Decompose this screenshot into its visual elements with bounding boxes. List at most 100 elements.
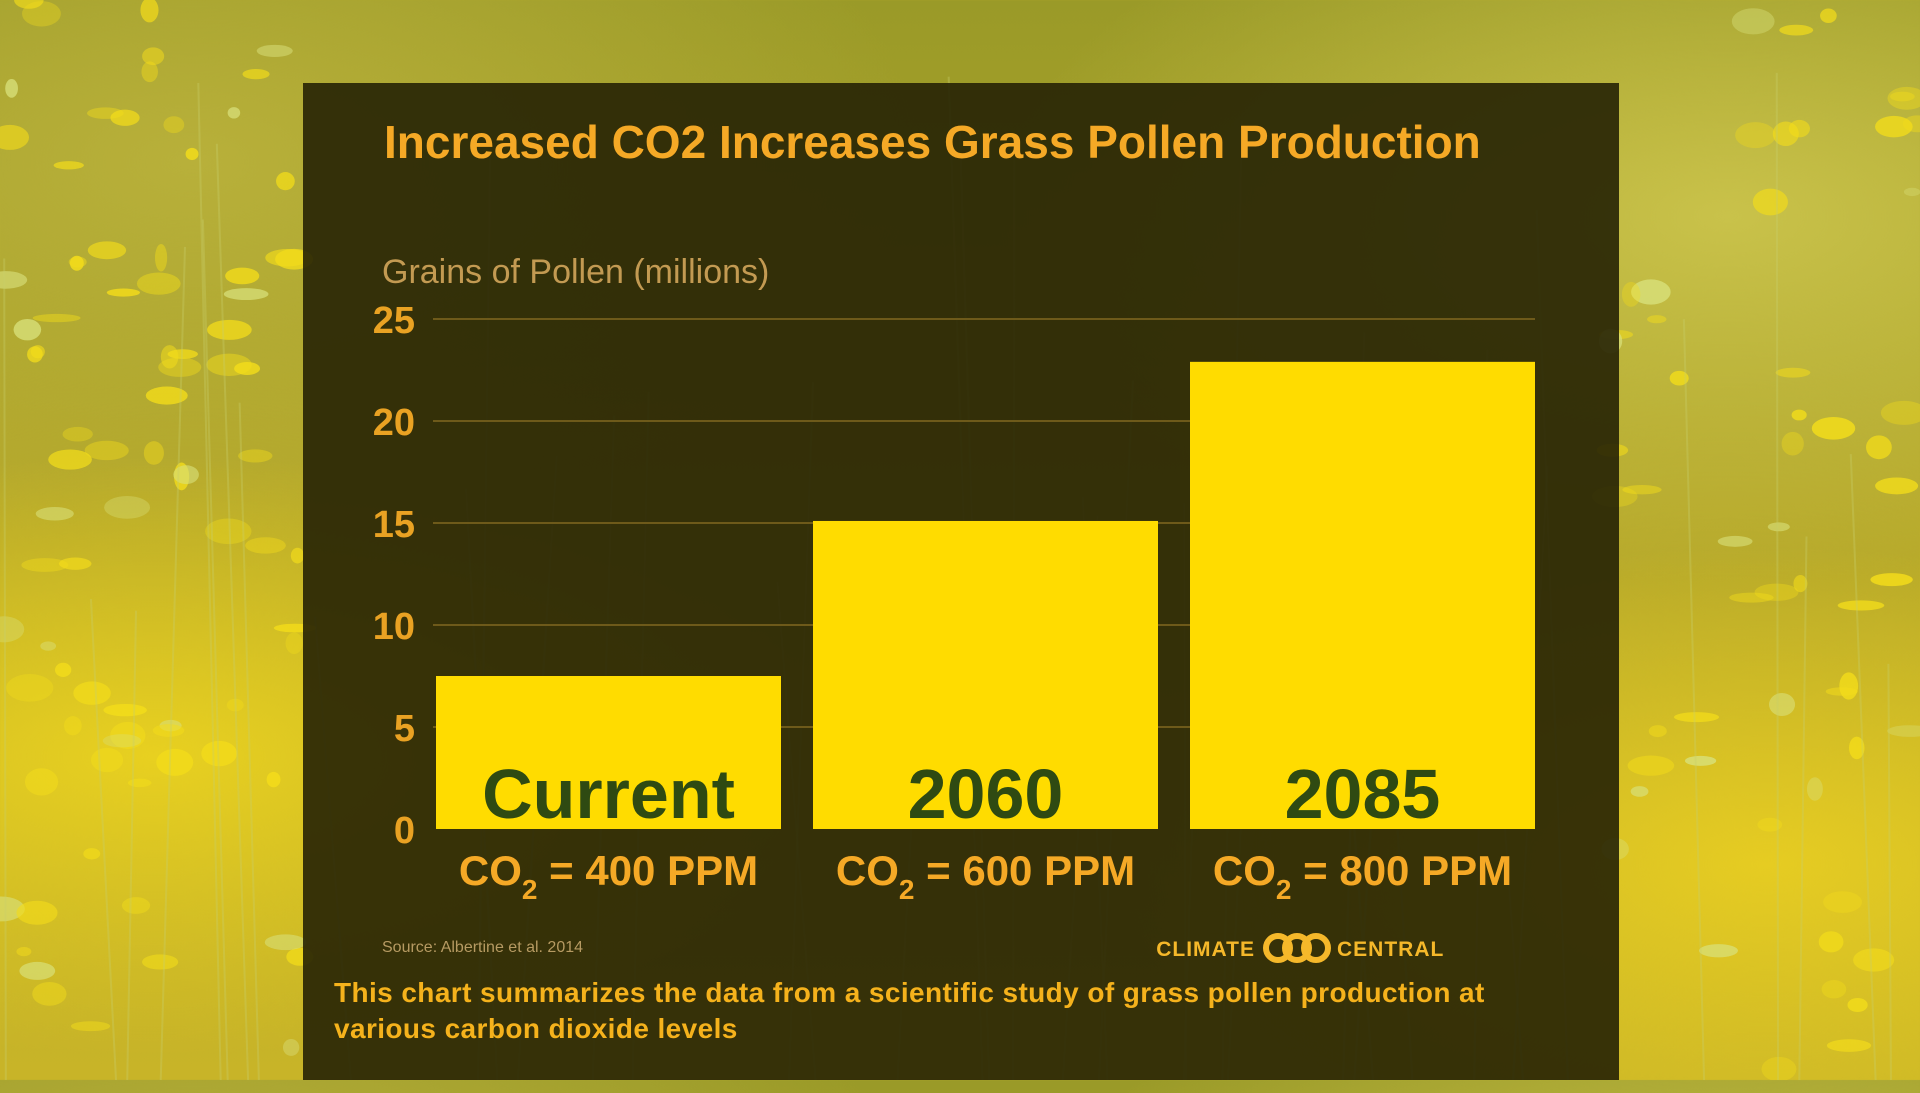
flower-blob [142,954,179,970]
flower-blob [1837,600,1885,611]
flower-blob [1673,712,1720,723]
climate-central-logo: CLIMATE CENTRAL [1156,933,1444,963]
y-tick-label: 5 [394,708,415,750]
flower-blob [225,267,260,285]
flower-blob [32,981,67,1006]
flower-blob [62,426,93,442]
flower-blob [110,721,146,749]
flower-blob [1699,944,1738,958]
flower-blob [87,107,124,119]
bar [813,520,1158,829]
flower-blob [1875,115,1913,138]
flower-blob [70,1021,111,1032]
grass-stem [1849,454,1877,1080]
flower-blob [21,558,69,572]
flower-blob [1839,672,1859,700]
flower-blob [1779,24,1814,36]
flower-blob [1684,755,1717,766]
y-tick-label: 15 [373,504,415,546]
flower-blob [136,272,181,295]
flower-blob [69,255,84,271]
category-labels: Current 2060 2085 [482,755,1440,833]
flower-blob [90,747,124,773]
flower-blob [35,507,74,521]
logo-text-right: CENTRAL [1337,938,1444,961]
flower-blob [1781,431,1804,456]
flower-blob [163,116,185,134]
co2-label: CO2 = 600 PPM [836,847,1135,905]
flower-blob [1890,91,1915,102]
flower-blob [13,318,42,341]
flower-blob [1875,477,1919,495]
grass-stem [201,219,229,1080]
grass-stem [89,598,118,1080]
flower-blob [1811,417,1856,440]
y-tick-label: 20 [373,402,415,444]
grass-stem [126,610,138,1080]
flower-blob [73,681,111,705]
grass-stem [1887,663,1892,1080]
flower-blob [1622,485,1662,495]
flower-blob [19,961,56,980]
flower-blob [226,698,244,712]
source-note: Source: Albertine et al. 2014 [382,939,583,956]
flower-blob [1793,574,1808,593]
flower-blob [121,897,151,914]
flower-blob [1717,535,1753,547]
caption-text: This chart summarizes the data from a sc… [334,977,1485,1044]
flower-blob [173,465,199,485]
flower-blob [145,386,188,405]
bar [436,676,781,829]
flower-blob [106,288,141,297]
flower-blob [110,109,140,126]
co2-label: CO2 = 400 PPM [459,847,758,905]
flower-blob [0,616,25,643]
y-axis-label: Grains of Pollen (millions) [382,253,769,291]
flower-blob [201,740,238,767]
flower-blob [68,256,87,268]
flower-blob [227,107,241,119]
flower-blob [1630,786,1649,797]
y-tick-label: 25 [373,300,415,342]
category-label: 2085 [1285,755,1441,833]
flower-blob [48,449,92,470]
flower-blob [264,934,307,951]
flower-blob [1669,370,1689,386]
flower-blob [58,557,92,570]
flower-blob [1631,279,1671,305]
flower-blob [256,44,293,57]
flower-blob [53,161,84,170]
bars [436,361,1535,829]
flower-blob [142,47,165,66]
flower-blob [1903,187,1920,197]
co2-labels: CO2 = 400 PPM CO2 = 600 PPM CO2 = 800 PPM [459,847,1512,905]
grass-stem [215,143,250,1080]
flower-blob [104,496,151,519]
flower-blob [83,848,101,860]
co2-label: CO2 = 800 PPM [1213,847,1512,905]
flower-blob [242,68,270,80]
flower-blob [238,449,273,463]
flower-blob [1847,997,1868,1013]
flower-blob [6,674,54,702]
flower-blob [282,1039,300,1056]
flower-blob [152,724,185,737]
flower-blob [245,537,286,554]
grass-stem [3,258,7,1080]
flower-blob [1621,281,1641,307]
grass-stem [1682,319,1706,1080]
flower-blob [140,0,159,23]
flower-blob [1848,736,1865,760]
flower-blob [16,946,32,957]
flower-blob [1870,573,1913,587]
flower-blob [22,1,61,27]
flower-blob [1826,1039,1872,1052]
flower-blob [1866,435,1892,460]
flower-blob [1788,119,1810,138]
flower-blob [1821,979,1847,999]
grass-stem [238,402,260,1080]
grass-stem [159,246,186,1080]
flower-blob [290,547,305,564]
flower-blob [1823,891,1863,913]
flower-blob [234,361,261,375]
